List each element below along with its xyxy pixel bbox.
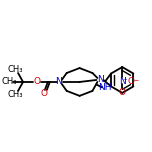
Text: N: N	[119, 78, 126, 86]
Text: −: −	[133, 78, 139, 83]
Text: CH₃: CH₃	[7, 65, 23, 74]
Text: NH: NH	[98, 83, 112, 92]
Text: N: N	[55, 78, 62, 86]
Text: O: O	[119, 88, 126, 97]
Text: CH₃: CH₃	[1, 78, 17, 86]
Text: O: O	[33, 78, 40, 86]
Text: O: O	[128, 78, 135, 86]
Text: CH₃: CH₃	[7, 90, 23, 99]
Text: O: O	[40, 89, 47, 98]
Text: N: N	[97, 76, 104, 85]
Text: +: +	[123, 78, 128, 83]
